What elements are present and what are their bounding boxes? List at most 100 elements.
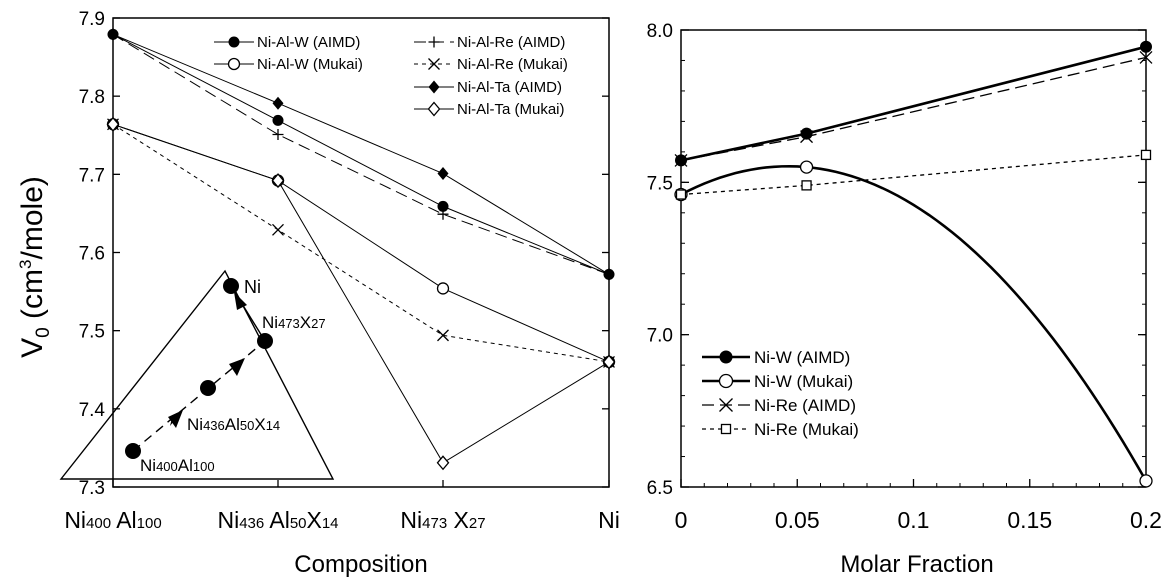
left-series-line-ni-al-ta-mukai bbox=[112, 123, 610, 464]
left-point-ni-al-w-mukai bbox=[436, 282, 450, 295]
inset-label-ni400al100: Ni400Al100 bbox=[140, 456, 215, 475]
left-legend-marker-ni-al-ta-aimd bbox=[428, 80, 440, 94]
right-y-tick-label: 7.0 bbox=[647, 326, 673, 347]
left-y-tick-label: 7.7 bbox=[79, 165, 105, 186]
inset-diagram: Ni Ni473X27 Ni436Al50X14 Ni400Al100 bbox=[59, 269, 335, 480]
right-series-line-ni-w-aimd bbox=[680, 45, 1147, 162]
left-point-ni-al-ta-aimd bbox=[107, 27, 119, 41]
left-series-line-ni-al-w-mukai bbox=[112, 123, 610, 363]
left-legend-label-ni-al-re-aimd: Ni-Al-Re (AIMD) bbox=[457, 34, 565, 51]
right-series-lines bbox=[680, 45, 1148, 482]
left-y-tick-label: 7.5 bbox=[79, 322, 105, 343]
left-series-markers bbox=[106, 27, 616, 471]
left-x-tick-label: Ni400 Al100 bbox=[64, 507, 161, 533]
right-point-ni-re-aimd bbox=[1139, 50, 1153, 64]
right-legend-label-ni-w-aimd: Ni-W (AIMD) bbox=[754, 348, 850, 367]
right-x-tick-label: 0.15 bbox=[1007, 507, 1052, 533]
right-point-ni-w-mukai bbox=[1139, 474, 1153, 488]
inset-point-ni bbox=[223, 278, 239, 294]
left-series-line-ni-al-re-mukai bbox=[112, 123, 610, 363]
right-point-ni-re-mukai bbox=[1140, 149, 1152, 161]
left-series-line-ni-al-re-aimd bbox=[112, 33, 610, 275]
left-x-tick-label: Ni473 X27 bbox=[400, 507, 485, 533]
left-point-ni-al-w-aimd bbox=[272, 114, 284, 126]
left-point-ni-al-ta-aimd bbox=[272, 96, 284, 110]
left-point-ni-al-ta-aimd bbox=[603, 267, 615, 281]
right-y-tick-label: 7.5 bbox=[647, 173, 673, 194]
right-series-line-ni-w-mukai bbox=[680, 164, 1148, 482]
left-point-ni-al-ta-aimd bbox=[437, 167, 449, 181]
right-legend-marker-ni-w-aimd bbox=[719, 350, 733, 364]
left-legend-label-ni-al-w-aimd: Ni-Al-W (AIMD) bbox=[257, 34, 360, 51]
left-y-tick-labels: 7.3 7.4 7.5 7.6 7.7 7.8 7.9 bbox=[79, 9, 106, 499]
right-point-ni-re-mukai bbox=[801, 180, 812, 191]
left-y-tick-label: 7.9 bbox=[79, 9, 105, 30]
left-legend-label-ni-al-w-mukai: Ni-Al-W (Mukai) bbox=[257, 56, 363, 73]
right-plot-frame bbox=[680, 29, 1147, 488]
left-axes bbox=[112, 17, 610, 488]
right-legend-marker-ni-w-mukai bbox=[718, 373, 734, 389]
right-legend: Ni-W (AIMD) Ni-W (Mukai) Ni-Re (AIMD) Ni-Re… bbox=[702, 348, 859, 439]
right-legend-label-ni-w-mukai: Ni-W (Mukai) bbox=[754, 372, 853, 391]
right-legend-marker-ni-re-mukai bbox=[720, 423, 732, 435]
left-point-ni-al-w-aimd bbox=[437, 200, 449, 212]
left-y-axis-title: V0 (cm3/mole) bbox=[16, 176, 54, 358]
right-axes bbox=[680, 29, 1147, 488]
left-point-ni-al-ta-mukai bbox=[602, 354, 616, 370]
right-legend-label-ni-re-mukai: Ni-Re (Mukai) bbox=[754, 420, 859, 439]
inset-path-line bbox=[132, 340, 266, 452]
right-legend-marker-ni-re-aimd bbox=[719, 398, 733, 412]
right-y-tick-label: 6.5 bbox=[647, 478, 673, 499]
right-point-ni-w-aimd bbox=[800, 127, 813, 140]
left-legend-label-ni-al-ta-aimd: Ni-Al-Ta (AIMD) bbox=[457, 79, 562, 96]
left-legend-marker-ni-al-re-aimd bbox=[428, 36, 440, 48]
left-x-tick-label: Ni bbox=[598, 507, 620, 533]
right-x-tick-label: 0 bbox=[675, 507, 688, 533]
left-point-ni-al-re-mukai bbox=[272, 223, 284, 236]
right-point-ni-w-aimd bbox=[1140, 40, 1152, 53]
left-y-tick-label: 7.3 bbox=[79, 478, 105, 499]
right-x-tick-label: 0.2 bbox=[1130, 507, 1162, 533]
inset-label-ni: Ni bbox=[244, 277, 261, 297]
left-series-lines bbox=[112, 33, 610, 464]
right-x-tick-label: 0.05 bbox=[775, 507, 820, 533]
left-legend-marker-ni-al-ta-mukai bbox=[427, 101, 441, 117]
inset-arrow-3 bbox=[234, 292, 247, 310]
left-legend-marker-ni-al-w-mukai bbox=[227, 57, 241, 71]
inset-triangle bbox=[59, 269, 335, 480]
right-y-tick-labels: 6.5 7.0 7.5 8.0 bbox=[647, 21, 673, 499]
left-x-tick-label: Ni436 Al50X14 bbox=[217, 507, 338, 533]
inset-label-ni436al50x14: Ni436Al50X14 bbox=[187, 415, 280, 434]
left-point-ni-al-ta-mukai bbox=[106, 116, 120, 132]
inset-label-ni473x27: Ni473X27 bbox=[262, 313, 326, 332]
left-x-tick-labels: Ni400 Al100 Ni436 Al50X14 Ni473 X27 Ni bbox=[64, 507, 620, 533]
inset-point-ni473x27 bbox=[257, 333, 273, 349]
left-chart: 7.3 7.4 7.5 7.6 7.7 7.8 7.9 Ni400 Al100 Ni436 A… bbox=[16, 9, 620, 578]
inset-arrow-2 bbox=[229, 358, 245, 376]
left-point-ni-al-re-aimd bbox=[437, 208, 449, 220]
inset-arrow-1b bbox=[168, 410, 183, 428]
left-y-tick-label: 7.8 bbox=[79, 87, 105, 108]
right-chart: 6.5 7.0 7.5 8.0 0 0.05 0.1 0.15 0.2 Molar Fract… bbox=[647, 21, 1162, 578]
left-legend-label-ni-al-re-mukai: Ni-Al-Re (Mukai) bbox=[457, 56, 568, 73]
right-y-tick-label: 8.0 bbox=[647, 21, 673, 42]
right-series-markers bbox=[674, 40, 1153, 488]
right-point-ni-w-mukai bbox=[799, 160, 814, 174]
left-point-ni-al-re-mukai bbox=[437, 329, 449, 342]
inset-point-ni400al100 bbox=[125, 443, 141, 459]
right-point-ni-re-aimd bbox=[674, 153, 688, 167]
left-legend-marker-ni-al-re-mukai bbox=[428, 58, 440, 70]
right-point-ni-re-mukai bbox=[675, 189, 687, 200]
left-legend-marker-ni-al-w-aimd bbox=[228, 36, 240, 48]
right-legend-label-ni-re-aimd: Ni-Re (AIMD) bbox=[754, 396, 856, 415]
left-series-line-ni-al-ta-aimd bbox=[112, 33, 610, 275]
left-point-ni-al-ta-mukai bbox=[271, 173, 285, 189]
left-legend-label-ni-al-ta-mukai: Ni-Al-Ta (Mukai) bbox=[457, 101, 565, 118]
right-series-line-ni-re-mukai bbox=[680, 154, 1147, 196]
left-series-line-ni-al-w-aimd bbox=[112, 33, 610, 275]
right-x-tick-label: 0.1 bbox=[898, 507, 930, 533]
right-point-ni-re-aimd bbox=[800, 130, 814, 144]
left-legend: Ni-Al-W (AIMD) Ni-Al-W (Mukai) Ni-Al-Re (A… bbox=[214, 34, 568, 118]
left-y-tick-label: 7.6 bbox=[79, 244, 105, 265]
